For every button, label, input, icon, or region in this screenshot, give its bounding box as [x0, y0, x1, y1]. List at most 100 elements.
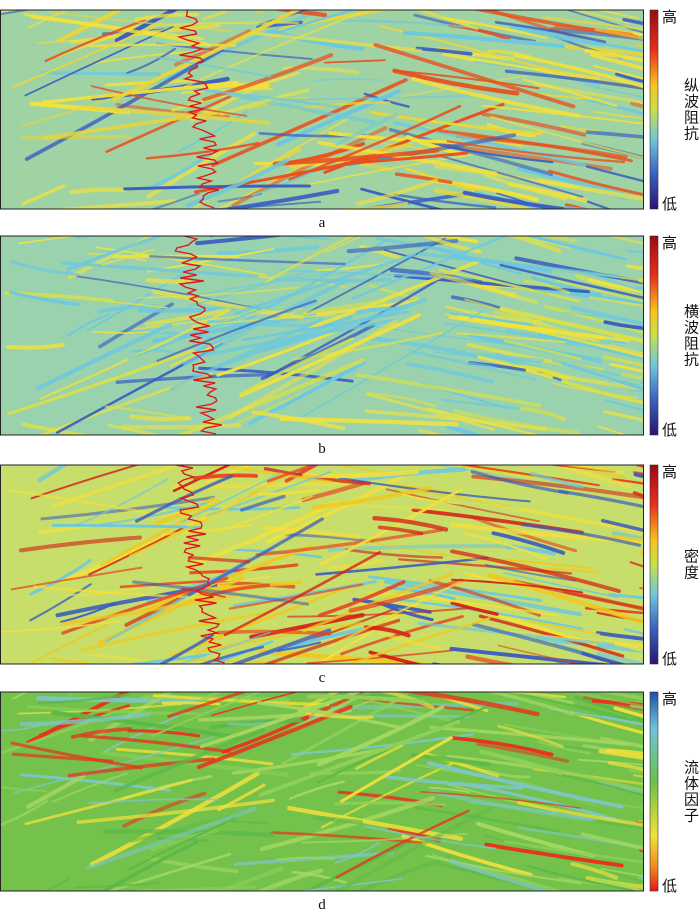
reflector — [636, 822, 700, 854]
reflector — [634, 493, 700, 536]
reflector — [422, 437, 495, 456]
panel-caption: b — [318, 441, 326, 457]
reflector — [377, 905, 463, 917]
reflector — [457, 666, 527, 680]
reflector — [245, 434, 376, 442]
reflector — [446, 214, 535, 228]
reflector — [264, 228, 325, 230]
reflector — [419, 900, 560, 916]
colorbar — [650, 465, 658, 664]
colorbar-top-label: 高 — [662, 235, 677, 252]
colorbar — [650, 10, 658, 209]
reflector — [436, 440, 478, 447]
colorbar-top-label: 高 — [662, 691, 677, 708]
colorbar — [650, 692, 658, 891]
reflector — [498, 907, 627, 916]
reflector — [392, 671, 472, 686]
reflector — [599, 654, 700, 691]
reflector — [136, 0, 246, 7]
reflector — [434, 664, 535, 688]
colorbar-title: 纵波阻抗 — [682, 78, 699, 142]
reflector — [131, 417, 189, 420]
reflector — [428, 438, 496, 452]
colorbar — [650, 236, 658, 435]
reflector — [272, 668, 411, 673]
reflector — [76, 211, 223, 238]
reflector — [295, 444, 397, 450]
colorbar-title: 密度 — [682, 549, 699, 581]
panel-caption: a — [319, 215, 326, 231]
reflector — [328, 897, 387, 907]
panel-caption: c — [319, 670, 326, 686]
reflector — [23, 137, 129, 138]
reflector — [15, 440, 184, 443]
reflector — [270, 455, 453, 460]
colorbar-bottom-label: 低 — [662, 878, 677, 895]
colorbar-bottom-label: 低 — [662, 196, 677, 213]
reflector — [627, 896, 700, 916]
reflector — [536, 913, 700, 916]
reflector — [627, 908, 700, 916]
reflector — [629, 438, 700, 465]
reflector — [101, 445, 148, 448]
colorbar-top-label: 高 — [662, 9, 677, 26]
reflector — [242, 214, 392, 238]
reflector — [260, 454, 302, 456]
reflector — [290, 897, 421, 915]
reflector — [638, 725, 700, 764]
reflector — [57, 679, 190, 687]
reflector — [496, 216, 636, 228]
reflector — [616, 895, 700, 911]
reflector — [640, 588, 699, 596]
reflector — [44, 677, 100, 686]
reflector — [112, 437, 259, 445]
reflector — [41, 1, 132, 9]
reflector — [400, 663, 566, 687]
reflector — [25, 221, 92, 226]
reflector — [411, 447, 452, 451]
reflector — [168, 902, 232, 903]
reflector — [142, 896, 216, 907]
reflector — [466, 213, 512, 218]
reflector — [217, 223, 267, 231]
reflector — [110, 213, 226, 231]
reflector — [292, 441, 392, 458]
reflector — [403, 898, 581, 916]
reflector — [205, 439, 283, 450]
colorbar-title: 横波阻抗 — [682, 304, 699, 368]
reflector — [31, 908, 173, 916]
reflector — [147, 891, 314, 915]
reflector — [226, 669, 350, 676]
reflector — [374, 668, 468, 680]
reflector — [32, 667, 102, 669]
colorbar-bottom-label: 低 — [662, 651, 677, 668]
reflector — [638, 288, 684, 293]
reflector — [43, 73, 159, 74]
reflector — [379, 452, 465, 463]
reflector — [50, 460, 200, 463]
reflector — [227, 2, 295, 9]
reflector — [137, 683, 235, 685]
reflector — [327, 678, 389, 683]
reflector — [47, 228, 94, 234]
panel-caption: d — [318, 897, 326, 913]
reflector — [104, 665, 169, 687]
colorbar-title: 流体因子 — [682, 760, 699, 824]
reflector — [599, 427, 700, 461]
reflector — [218, 442, 389, 444]
reflector — [553, 217, 700, 235]
reflector — [548, 897, 684, 914]
reflector — [395, 902, 445, 907]
reflector — [525, 436, 627, 469]
reflector — [627, 210, 700, 236]
reflector — [607, 900, 700, 916]
reflector — [183, 0, 365, 4]
reflector — [394, 673, 501, 682]
reflector — [159, 437, 212, 464]
reflector — [637, 45, 700, 66]
reflector — [567, 205, 700, 235]
reflector — [430, 674, 485, 688]
reflector — [349, 444, 496, 452]
reflector — [257, 445, 413, 461]
